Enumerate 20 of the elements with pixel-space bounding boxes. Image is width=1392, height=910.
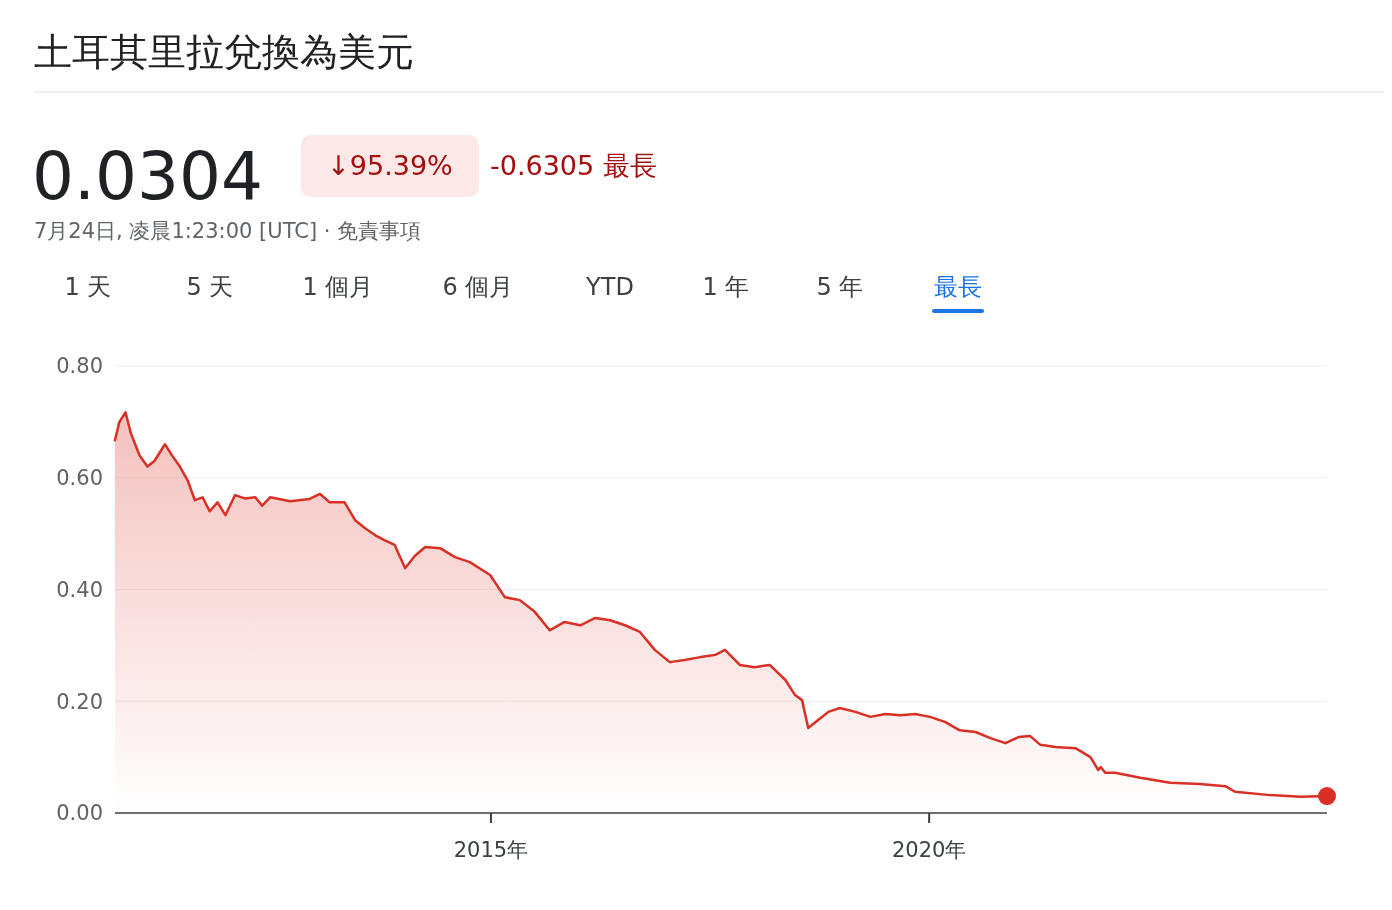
y-tick-label: 0.00 bbox=[56, 801, 103, 826]
y-tick-label: 0.20 bbox=[56, 689, 103, 714]
text: 最長 bbox=[934, 273, 982, 301]
text: ↓95.39% bbox=[327, 150, 453, 181]
y-tick-label: 0.40 bbox=[56, 577, 103, 602]
text: 7月24日, 凌晨1:23:00 [UTC] · 免責事項 bbox=[34, 219, 422, 243]
x-tick-label: 2015年 bbox=[453, 838, 529, 862]
text: 5 天 bbox=[186, 273, 234, 301]
text: -0.6305 最長 bbox=[490, 150, 657, 181]
text: 1 個月 bbox=[302, 273, 374, 301]
text: 0.0304 bbox=[32, 138, 263, 215]
text: YTD bbox=[585, 273, 634, 301]
text: 5 年 bbox=[816, 273, 864, 301]
y-tick-label: 0.60 bbox=[56, 466, 103, 491]
y-tick-label: 0.80 bbox=[56, 354, 103, 379]
text: 1 天 bbox=[64, 273, 112, 301]
text: 1 年 bbox=[702, 273, 750, 301]
x-tick-label: 2020年 bbox=[891, 838, 967, 862]
text: 6 個月 bbox=[442, 273, 514, 301]
chart-title: 土耳其里拉兌換為美元 bbox=[34, 30, 414, 74]
